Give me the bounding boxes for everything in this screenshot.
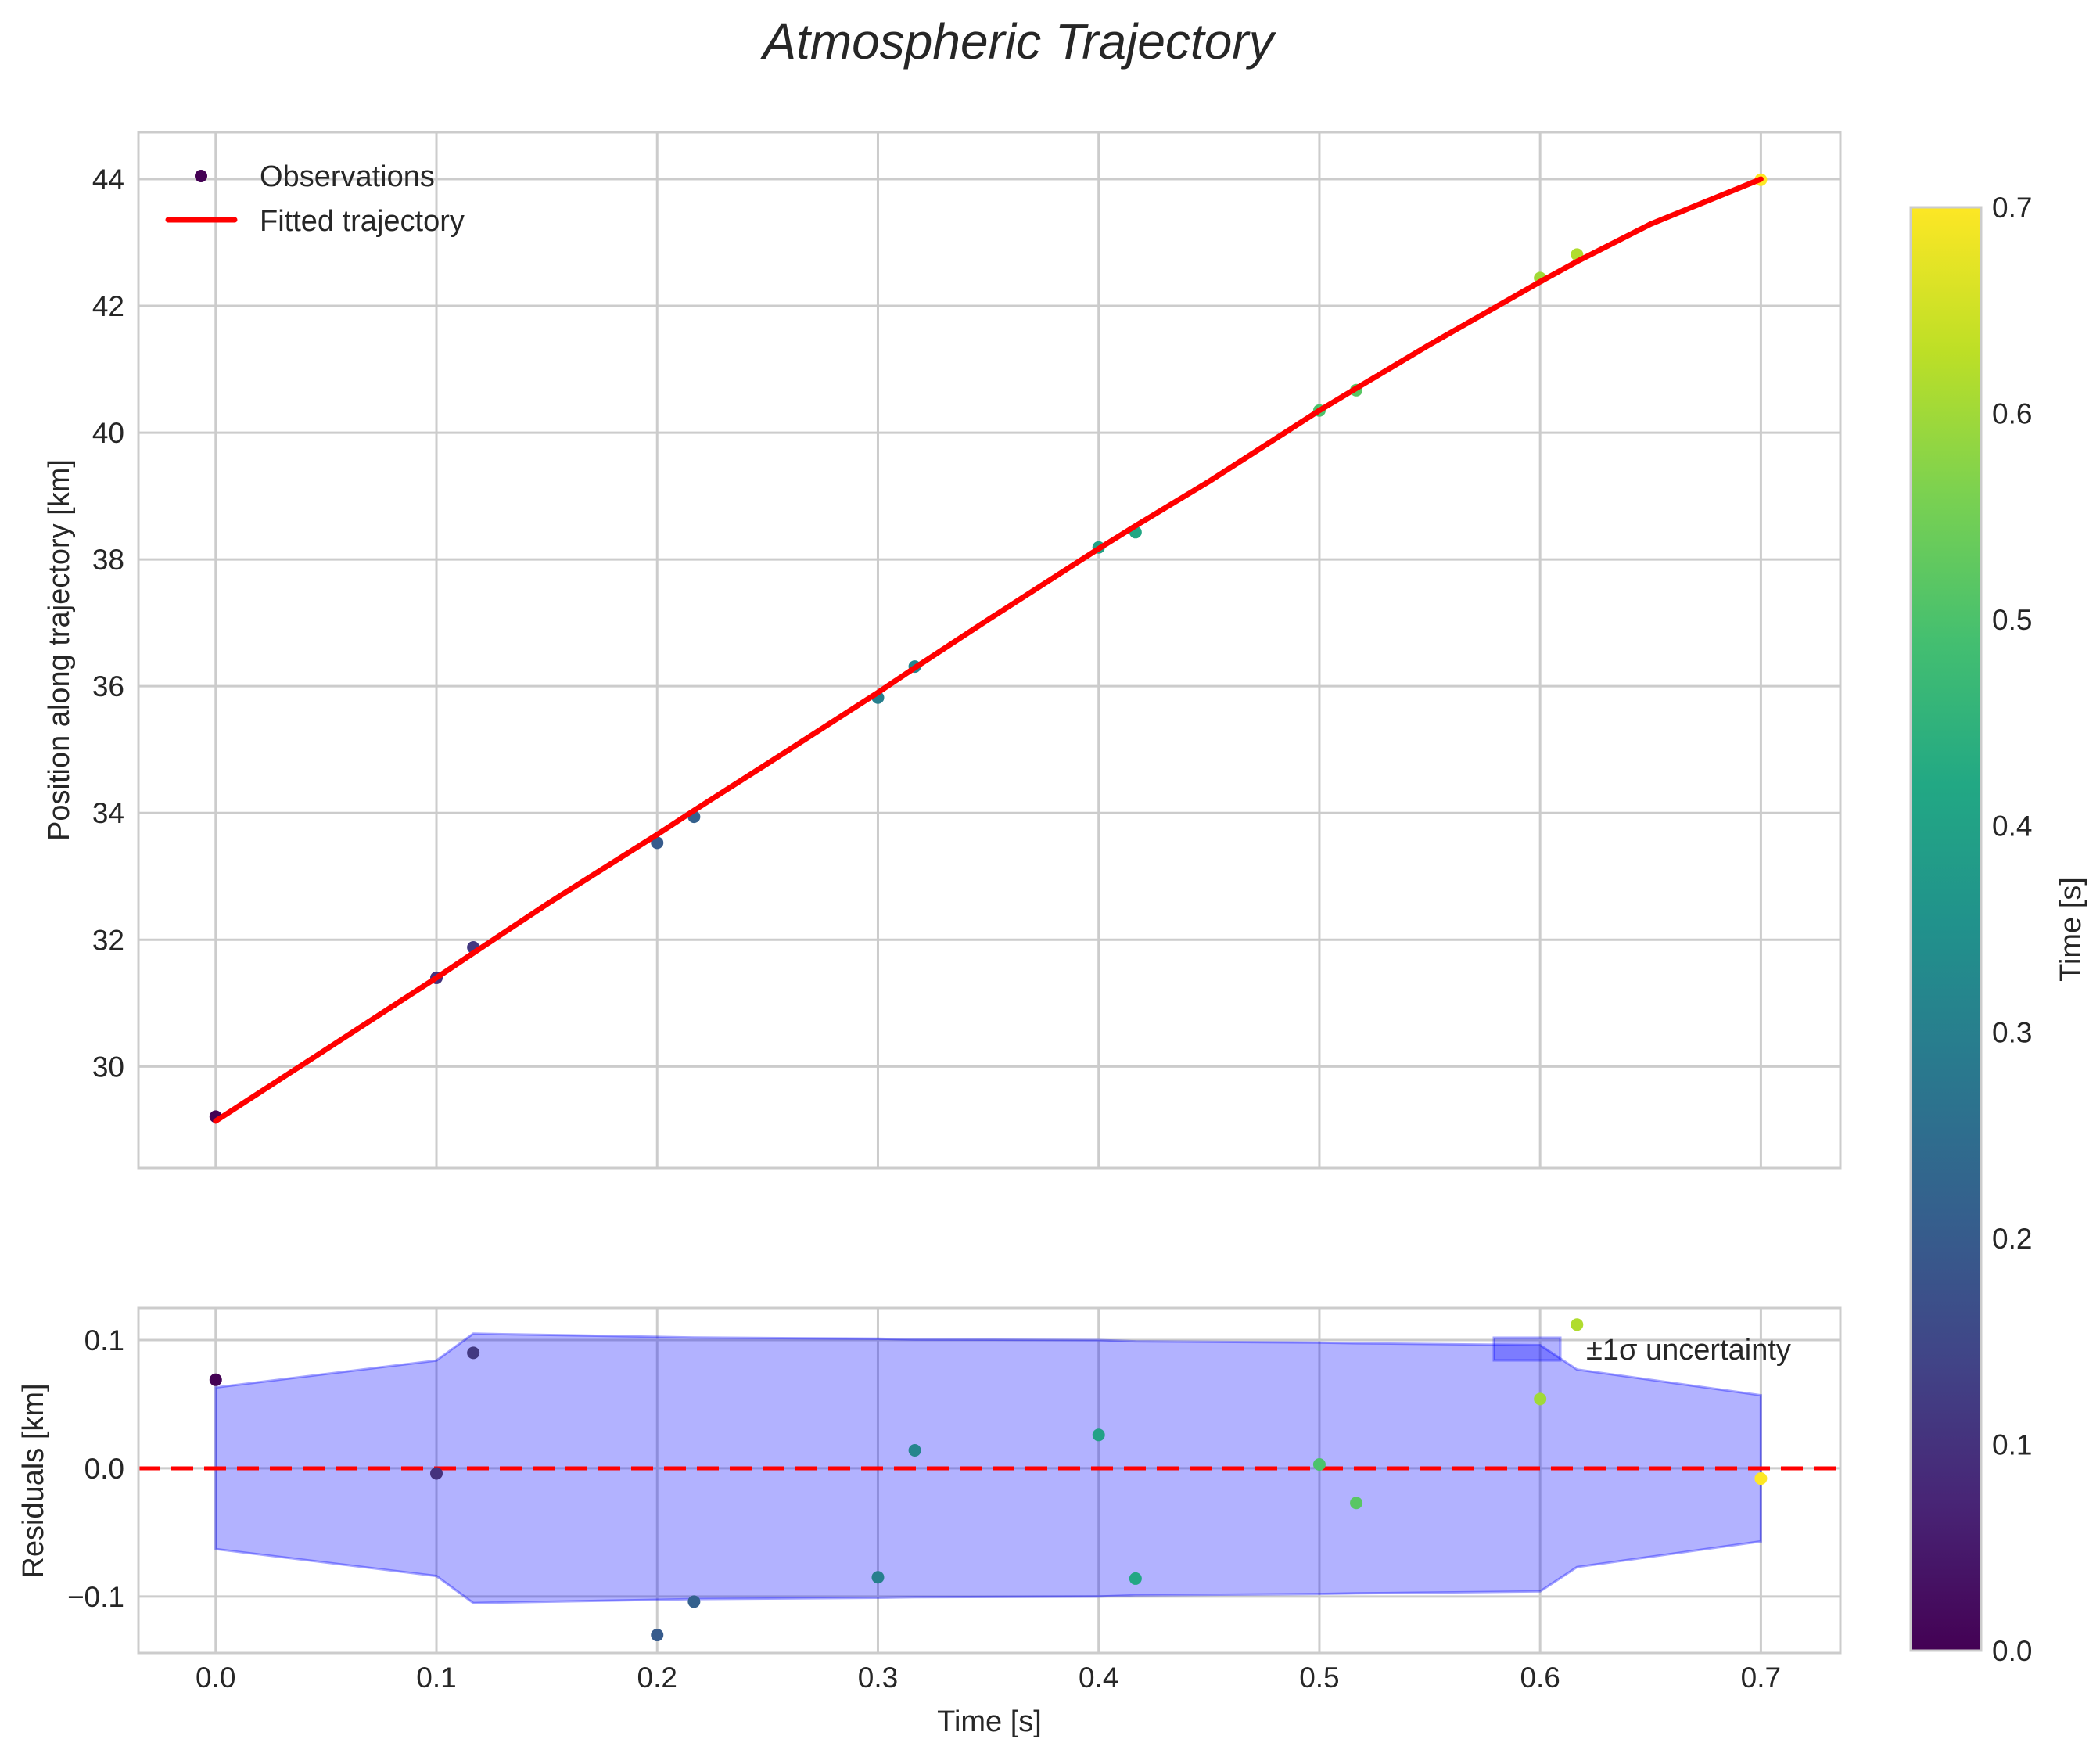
uncertainty-band bbox=[214, 1332, 1762, 1604]
y-tick-label: 38 bbox=[92, 544, 124, 576]
observations-legend-label: Observations bbox=[260, 160, 435, 193]
colorbar-tick-label: 0.0 bbox=[1992, 1635, 2032, 1667]
trajectory-y-tick-labels: 30 32 34 36 38 40 42 44 bbox=[92, 163, 124, 1083]
residual-point bbox=[651, 1629, 664, 1642]
residual-point bbox=[1571, 1318, 1584, 1331]
y-tick-label: 32 bbox=[92, 924, 124, 956]
colorbar-tick-label: 0.7 bbox=[1992, 192, 2032, 224]
residual-point bbox=[1312, 1458, 1326, 1471]
y-tick-label: 44 bbox=[92, 163, 124, 196]
residuals-legend: ±1σ uncertainty bbox=[1492, 1334, 1791, 1367]
uncertainty-legend-label: ±1σ uncertainty bbox=[1586, 1334, 1791, 1367]
y-tick-label: 0.0 bbox=[84, 1453, 124, 1485]
colorbar: 0.0 0.1 0.2 0.3 0.4 0.5 0.6 0.7 Time [s] bbox=[1909, 192, 2087, 1667]
trajectory-axes-frame bbox=[137, 131, 1842, 1170]
colorbar-tick-label: 0.1 bbox=[1992, 1428, 2032, 1461]
residual-point bbox=[687, 1595, 701, 1608]
x-tick-label: 0.6 bbox=[1520, 1662, 1560, 1694]
y-tick-label: 34 bbox=[92, 797, 124, 829]
fitted-trajectory-legend-label: Fitted trajectory bbox=[260, 205, 465, 238]
observations-legend-marker bbox=[195, 170, 207, 182]
x-tick-label: 0.4 bbox=[1079, 1662, 1118, 1694]
residuals-axes-frame bbox=[137, 1306, 1842, 1655]
residual-point bbox=[1754, 1472, 1768, 1486]
residual-point bbox=[1092, 1428, 1105, 1442]
x-tick-label: 0.3 bbox=[858, 1662, 898, 1694]
trajectory-legend: Observations Fitted trajectory bbox=[165, 160, 465, 238]
observation-points bbox=[209, 173, 1768, 1123]
y-tick-label: 42 bbox=[92, 290, 124, 322]
residual-point bbox=[1350, 1497, 1363, 1510]
colorbar-gradient bbox=[1909, 206, 1983, 1652]
colorbar-tick-label: 0.4 bbox=[1992, 810, 2032, 843]
trajectory-grid bbox=[138, 132, 1840, 1168]
y-tick-label: 0.1 bbox=[84, 1324, 124, 1356]
residual-point bbox=[1534, 1392, 1547, 1406]
residual-point bbox=[209, 1373, 222, 1386]
residual-point bbox=[1129, 1572, 1142, 1585]
residuals-x-tick-labels: 0.0 0.1 0.2 0.3 0.4 0.5 0.6 0.7 bbox=[196, 1662, 1781, 1694]
x-tick-label: 0.7 bbox=[1741, 1662, 1781, 1694]
colorbar-label: Time [s] bbox=[2055, 877, 2087, 982]
trajectory-y-axis-label: Position along trajectory [km] bbox=[43, 459, 76, 841]
x-tick-label: 0.1 bbox=[416, 1662, 456, 1694]
colorbar-tick-label: 0.2 bbox=[1992, 1223, 2032, 1255]
residual-point bbox=[871, 1571, 885, 1584]
fitted-trajectory-line bbox=[213, 176, 1764, 1124]
residual-points bbox=[209, 1318, 1768, 1642]
trajectory-panel: 30 32 34 36 38 40 42 44 Position along trajecto… bbox=[43, 131, 1842, 1170]
y-tick-label: 30 bbox=[92, 1051, 124, 1083]
x-tick-label: 0.5 bbox=[1299, 1662, 1339, 1694]
x-tick-label: 0.0 bbox=[196, 1662, 235, 1694]
uncertainty-legend-patch bbox=[1492, 1336, 1562, 1362]
residuals-panel: −0.1 0.0 0.1 0.0 0.1 0.2 0.3 0.4 0.5 0.6 0.7 Resi… bbox=[17, 1306, 1842, 1738]
colorbar-tick-label: 0.6 bbox=[1992, 398, 2032, 430]
colorbar-tick-label: 0.5 bbox=[1992, 604, 2032, 636]
x-axis-label: Time [s] bbox=[937, 1705, 1042, 1738]
residuals-y-axis-label: Residuals [km] bbox=[17, 1383, 50, 1578]
x-tick-label: 0.2 bbox=[637, 1662, 677, 1694]
chart-title: Atmospheric Trajectory bbox=[759, 13, 1276, 70]
colorbar-tick-labels: 0.0 0.1 0.2 0.3 0.4 0.5 0.6 0.7 bbox=[1992, 192, 2032, 1667]
y-tick-label: 40 bbox=[92, 417, 124, 449]
residual-point bbox=[430, 1467, 443, 1480]
residual-point bbox=[908, 1443, 921, 1457]
colorbar-tick-label: 0.3 bbox=[1992, 1016, 2032, 1048]
residual-point bbox=[467, 1346, 480, 1360]
residuals-y-tick-labels: −0.1 0.0 0.1 bbox=[67, 1324, 124, 1613]
y-tick-label: 36 bbox=[92, 670, 124, 702]
y-tick-label: −0.1 bbox=[67, 1581, 124, 1613]
